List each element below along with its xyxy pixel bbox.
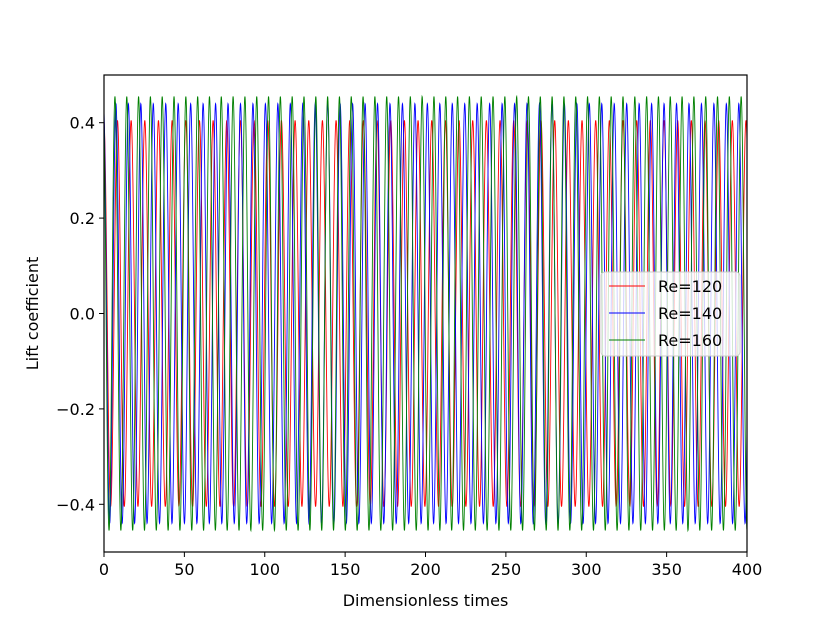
legend-box <box>600 271 741 357</box>
legend-label: Re=160 <box>658 331 722 350</box>
x-tick-label: 150 <box>330 560 361 579</box>
legend-label: Re=120 <box>658 277 722 296</box>
y-tick-label: −0.2 <box>56 400 95 419</box>
series-line-re-160 <box>104 94 747 533</box>
y-tick-label: 0.0 <box>70 305 95 324</box>
x-tick-label: 50 <box>174 560 194 579</box>
y-axis-ticks: −0.4 −0.2 0.0 0.2 0.4 <box>56 114 104 514</box>
x-tick-label: 350 <box>651 560 682 579</box>
series-line-re-140 <box>104 102 747 525</box>
y-tick-label: 0.4 <box>70 114 95 133</box>
y-tick-label: 0.2 <box>70 209 95 228</box>
x-tick-label: 200 <box>410 560 441 579</box>
x-tick-label: 250 <box>491 560 522 579</box>
x-axis-ticks: 0 50 100 150 200 250 300 350 400 <box>99 552 762 579</box>
legend-label: Re=140 <box>658 304 722 323</box>
x-tick-label: 0 <box>99 560 109 579</box>
legend: Re=120 Re=140 Re=160 <box>600 271 741 357</box>
y-tick-label: −0.4 <box>56 495 95 514</box>
y-axis-title: Lift coefficient <box>23 257 42 370</box>
x-tick-label: 300 <box>571 560 602 579</box>
x-tick-label: 400 <box>732 560 763 579</box>
x-axis-title: Dimensionless times <box>343 591 509 610</box>
x-tick-label: 100 <box>249 560 280 579</box>
